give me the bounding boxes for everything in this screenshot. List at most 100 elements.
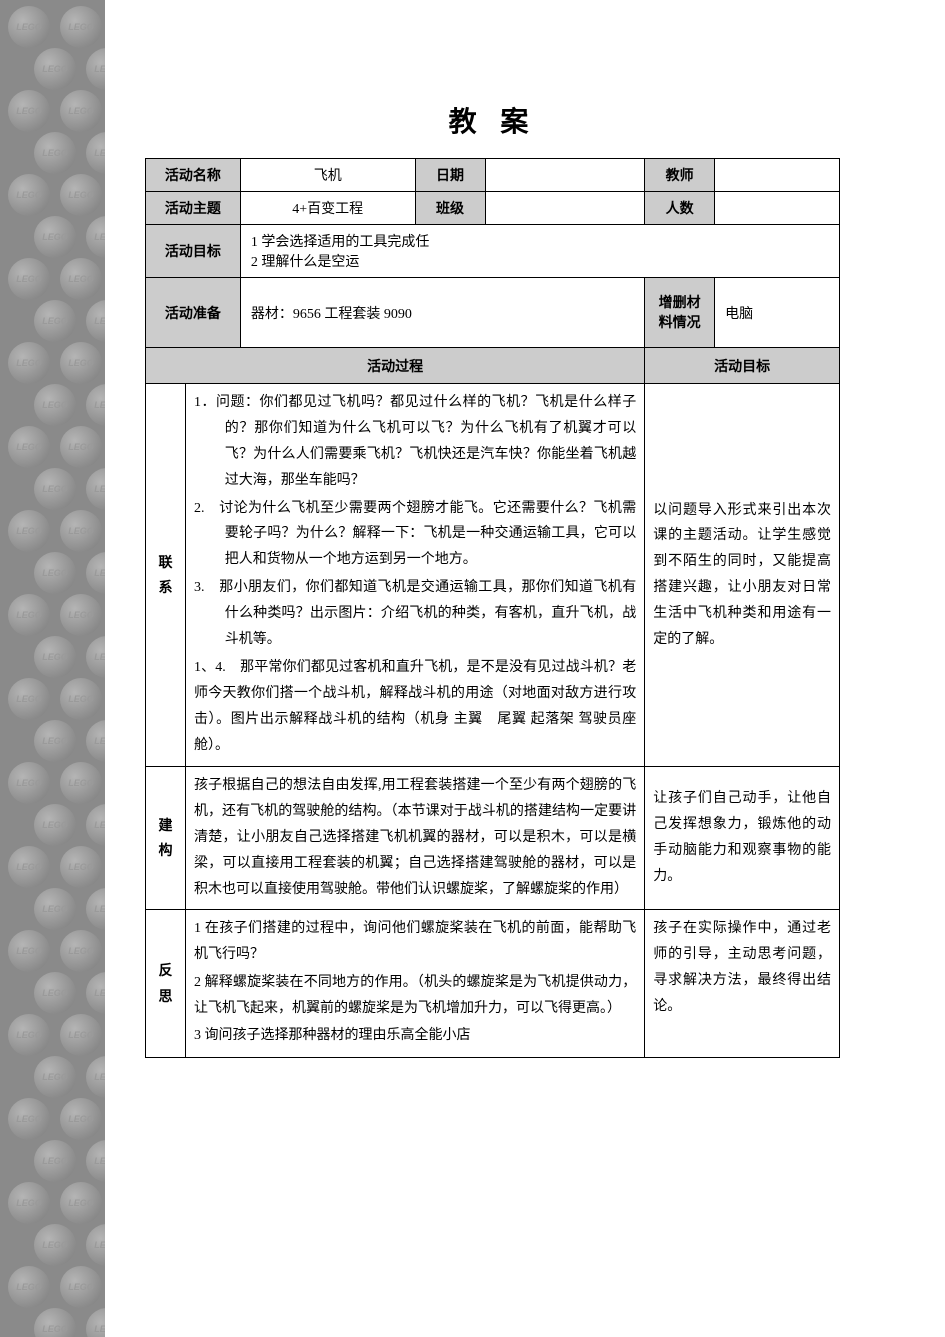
sidebar-stud-icon: LEGO bbox=[34, 384, 76, 426]
section-label-connect: 联系 bbox=[146, 384, 186, 767]
sidebar-stud-icon: LEGO bbox=[8, 594, 50, 636]
sidebar-stud-icon: LEGO bbox=[86, 384, 105, 426]
header-people: 人数 bbox=[645, 192, 715, 225]
sidebar-stud-icon: LEGO bbox=[34, 48, 76, 90]
reflect-item-1: 1 在孩子们搭建的过程中，询问他们螺旋桨装在飞机的前面，能帮助飞机飞行吗？ bbox=[194, 916, 636, 968]
sidebar-stud-icon: LEGO bbox=[34, 1056, 76, 1098]
sidebar-stud-icon: LEGO bbox=[8, 174, 50, 216]
sidebar-stud-icon: LEGO bbox=[34, 1224, 76, 1266]
sidebar-stud-icon: LEGO bbox=[86, 1308, 105, 1337]
sidebar-stud-icon: LEGO bbox=[8, 846, 50, 888]
value-activity-theme: 4+百变工程 bbox=[240, 192, 415, 225]
sidebar-stud-icon: LEGO bbox=[60, 6, 102, 48]
sidebar-stud-icon: LEGO bbox=[60, 594, 102, 636]
sidebar-stud-icon: LEGO bbox=[34, 1140, 76, 1182]
sidebar-stud-icon: LEGO bbox=[34, 468, 76, 510]
sidebar-stud-icon: LEGO bbox=[60, 174, 102, 216]
header-material-status: 增删材料情况 bbox=[645, 278, 715, 348]
sidebar-stud-icon: LEGO bbox=[60, 1098, 102, 1140]
reflect-label-text: 反思 bbox=[158, 962, 172, 1003]
sidebar-stud-icon: LEGO bbox=[86, 1140, 105, 1182]
reflect-item-2: 2 解释螺旋桨装在不同地方的作用。（机头的螺旋桨是为飞机提供动力，让飞机飞起来，… bbox=[194, 970, 636, 1022]
value-people bbox=[715, 192, 840, 225]
section-label-reflect: 反思 bbox=[146, 909, 186, 1057]
sidebar-stud-icon: LEGO bbox=[86, 552, 105, 594]
sidebar-stud-icon: LEGO bbox=[34, 720, 76, 762]
sidebar-stud-icon: LEGO bbox=[60, 90, 102, 132]
page-title: 教 案 bbox=[145, 100, 840, 140]
sidebar-stud-icon: LEGO bbox=[60, 762, 102, 804]
header-date: 日期 bbox=[415, 159, 485, 192]
sidebar-stud-icon: LEGO bbox=[60, 846, 102, 888]
reflect-body: 1 在孩子们搭建的过程中，询问他们螺旋桨装在飞机的前面，能帮助飞机飞行吗？ 2 … bbox=[185, 909, 644, 1057]
sidebar-stud-icon: LEGO bbox=[34, 216, 76, 258]
connect-goal: 以问题导入形式来引出本次课的主题活动。让学生感觉到不陌生的同时，又能提高搭建兴趣… bbox=[645, 384, 840, 767]
reflect-item-3: 3 询问孩子选择那种器材的理由乐高全能小店 bbox=[194, 1023, 636, 1049]
table-row-connect: 联系 1．问题：你们都见过飞机吗？都见过什么样的飞机？飞机是什么样子的？那你们知… bbox=[146, 384, 840, 767]
value-date bbox=[485, 159, 645, 192]
table-row: 活动主题 4+百变工程 班级 人数 bbox=[146, 192, 840, 225]
sidebar-stud-icon: LEGO bbox=[8, 342, 50, 384]
sidebar-stud-icon: LEGO bbox=[8, 762, 50, 804]
connect-item-2: 2. 讨论为什么飞机至少需要两个翅膀才能飞。它还需要什么？飞机需要轮子吗？为什么… bbox=[194, 496, 636, 574]
sidebar-stud-icon: LEGO bbox=[8, 6, 50, 48]
table-row: 活动名称 飞机 日期 教师 bbox=[146, 159, 840, 192]
table-row-reflect: 反思 1 在孩子们搭建的过程中，询问他们螺旋桨装在飞机的前面，能帮助飞机飞行吗？… bbox=[146, 909, 840, 1057]
table-row-build: 建构 孩子根据自己的想法自由发挥,用工程套装搭建一个至少有两个翅膀的飞机，还有飞… bbox=[146, 767, 840, 909]
sidebar-stud-icon: LEGO bbox=[60, 1014, 102, 1056]
sidebar-stud-icon: LEGO bbox=[86, 48, 105, 90]
goal-line-2: 2 理解什么是空运 bbox=[251, 251, 829, 271]
header-class: 班级 bbox=[415, 192, 485, 225]
sidebar-stud-icon: LEGO bbox=[86, 300, 105, 342]
section-label-build: 建构 bbox=[146, 767, 186, 909]
sidebar-stud-icon: LEGO bbox=[8, 426, 50, 468]
sidebar-stud-icon: LEGO bbox=[60, 930, 102, 972]
sidebar-stud-icon: LEGO bbox=[86, 972, 105, 1014]
sidebar-stud-icon: LEGO bbox=[60, 678, 102, 720]
sidebar-stud-icon: LEGO bbox=[86, 636, 105, 678]
sidebar-stud-icon: LEGO bbox=[8, 930, 50, 972]
build-goal: 让孩子们自己动手，让他自己发挥想象力，锻炼他的动手动脑能力和观察事物的能力。 bbox=[645, 767, 840, 909]
header-activity-process: 活动过程 bbox=[146, 348, 645, 384]
connect-label-text: 联系 bbox=[158, 554, 172, 595]
lesson-plan-table: 活动名称 飞机 日期 教师 活动主题 4+百变工程 班级 人数 活动目标 1 学… bbox=[145, 158, 840, 1058]
sidebar-stud-icon: LEGO bbox=[8, 1098, 50, 1140]
sidebar-stud-icon: LEGO bbox=[8, 1014, 50, 1056]
sidebar-stud-icon: LEGO bbox=[8, 1182, 50, 1224]
decorative-sidebar: LEGOLEGOLEGOLEGOLEGOLEGOLEGOLEGOLEGOLEGO… bbox=[0, 0, 105, 1337]
value-teacher bbox=[715, 159, 840, 192]
sidebar-stud-icon: LEGO bbox=[34, 132, 76, 174]
value-activity-goal: 1 学会选择适用的工具完成任 2 理解什么是空运 bbox=[240, 225, 839, 278]
sidebar-stud-icon: LEGO bbox=[60, 342, 102, 384]
header-activity-theme: 活动主题 bbox=[146, 192, 241, 225]
table-row: 活动准备 器材：9656 工程套装 9090 增删材料情况 电脑 bbox=[146, 278, 840, 348]
sidebar-stud-icon: LEGO bbox=[60, 258, 102, 300]
header-activity-goal2: 活动目标 bbox=[645, 348, 840, 384]
header-activity-goal: 活动目标 bbox=[146, 225, 241, 278]
sidebar-stud-icon: LEGO bbox=[60, 1182, 102, 1224]
sidebar-stud-icon: LEGO bbox=[60, 1266, 102, 1308]
sidebar-stud-icon: LEGO bbox=[8, 258, 50, 300]
value-class bbox=[485, 192, 645, 225]
value-activity-name: 飞机 bbox=[240, 159, 415, 192]
sidebar-stud-icon: LEGO bbox=[86, 720, 105, 762]
sidebar-stud-icon: LEGO bbox=[34, 636, 76, 678]
connect-item-1: 1．问题：你们都见过飞机吗？都见过什么样的飞机？飞机是什么样子的？那你们知道为什… bbox=[194, 390, 636, 494]
sidebar-stud-icon: LEGO bbox=[34, 552, 76, 594]
sidebar-stud-icon: LEGO bbox=[34, 300, 76, 342]
sidebar-stud-icon: LEGO bbox=[86, 888, 105, 930]
sidebar-stud-icon: LEGO bbox=[60, 510, 102, 552]
sidebar-stud-icon: LEGO bbox=[60, 426, 102, 468]
sidebar-stud-icon: LEGO bbox=[86, 1056, 105, 1098]
sidebar-stud-icon: LEGO bbox=[86, 804, 105, 846]
connect-body: 1．问题：你们都见过飞机吗？都见过什么样的飞机？飞机是什么样子的？那你们知道为什… bbox=[185, 384, 644, 767]
table-row: 活动过程 活动目标 bbox=[146, 348, 840, 384]
reflect-goal: 孩子在实际操作中，通过老师的引导，主动思考问题，寻求解决方法，最终得出结论。 bbox=[645, 909, 840, 1057]
build-label-text: 建构 bbox=[158, 817, 172, 858]
document-content: 教 案 活动名称 飞机 日期 教师 活动主题 4+百变工程 班级 人数 活动目标… bbox=[145, 100, 840, 1058]
header-teacher: 教师 bbox=[645, 159, 715, 192]
sidebar-stud-icon: LEGO bbox=[8, 510, 50, 552]
goal-line-1: 1 学会选择适用的工具完成任 bbox=[251, 231, 829, 251]
sidebar-stud-icon: LEGO bbox=[86, 468, 105, 510]
table-row: 活动目标 1 学会选择适用的工具完成任 2 理解什么是空运 bbox=[146, 225, 840, 278]
